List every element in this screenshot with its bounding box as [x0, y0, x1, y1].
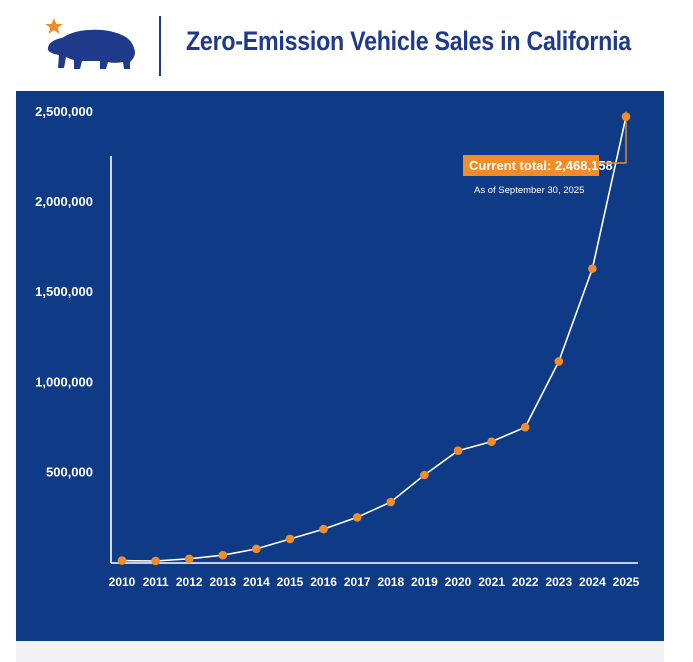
star-icon	[45, 18, 63, 34]
x-tick-label: 2023	[545, 575, 572, 589]
data-point-2017	[352, 513, 362, 522]
data-point-2020	[453, 446, 463, 455]
data-point-2013	[218, 550, 228, 560]
bottom-strip	[16, 641, 664, 662]
data-point-2022	[520, 422, 530, 432]
x-tick-label: 2011	[143, 575, 169, 589]
current-total-callout	[463, 155, 599, 176]
california-bear-star-icon	[45, 18, 136, 69]
data-point-2018	[386, 497, 396, 507]
page-title: Zero-Emission Vehicle Sales in Californi…	[186, 26, 631, 56]
header-divider	[159, 16, 161, 76]
y-tick-label: 1,500,000	[35, 284, 93, 299]
as-of-note: As of September 30, 2025	[474, 185, 584, 196]
bear-icon	[47, 29, 136, 69]
x-tick-label: 2024	[579, 575, 606, 589]
x-tick-label: 2012	[176, 575, 203, 589]
x-tick-label: 2014	[243, 575, 270, 589]
y-tick-label: 2,500,000	[35, 104, 93, 119]
x-tick-label: 2015	[277, 575, 304, 589]
callout-leader-line	[599, 111, 627, 164]
x-tick-label: 2016	[310, 575, 337, 589]
series-line	[121, 116, 627, 562]
x-tick-label: 2019	[411, 575, 438, 589]
data-point-2010	[117, 556, 127, 565]
header: Zero-Emission Vehicle Sales in Californi…	[0, 0, 693, 90]
x-tick-label: 2021	[478, 575, 505, 589]
data-point-2014	[252, 544, 261, 554]
data-point-2019	[420, 470, 429, 480]
x-tick-label: 2025	[613, 575, 640, 589]
data-point-2021	[487, 437, 496, 446]
x-tick-label: 2010	[109, 575, 136, 589]
data-point-2011	[151, 556, 160, 566]
x-tick-label: 2020	[445, 575, 472, 589]
data-point-2023	[554, 357, 564, 366]
y-tick-label: 500,000	[46, 464, 93, 479]
y-tick-label: 2,000,000	[35, 194, 93, 209]
data-point-2016	[319, 524, 328, 534]
x-tick-label: 2017	[344, 575, 371, 589]
x-tick-label: 2022	[512, 575, 539, 589]
current-total-label: Current total: 2,468,158	[469, 158, 613, 173]
x-tick-label: 2018	[377, 575, 404, 589]
y-tick-label: 1,000,000	[35, 374, 93, 389]
data-point-2012	[184, 554, 194, 564]
data-point-2015	[285, 534, 295, 544]
data-point-2024	[588, 264, 597, 273]
x-tick-label: 2013	[209, 575, 236, 589]
